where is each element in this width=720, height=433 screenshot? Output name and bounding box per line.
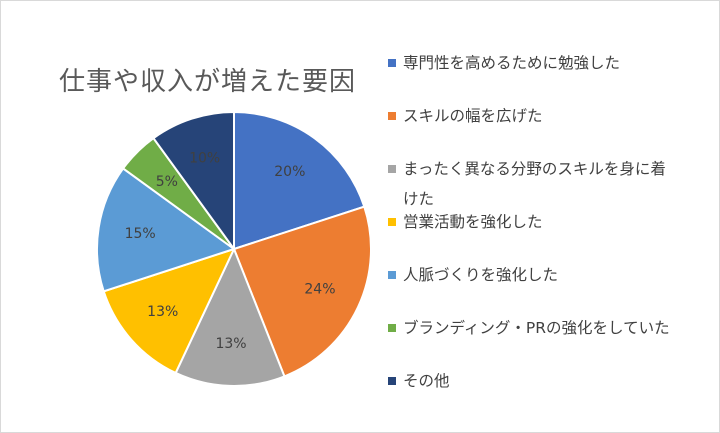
pie-slice-7	[152, 110, 235, 253]
legend-swatch	[388, 324, 396, 332]
data-label-2: 24%	[304, 281, 335, 297]
legend-label: 人脈づくりを強化した	[403, 266, 559, 284]
data-label-1: 20%	[274, 164, 305, 180]
legend-swatch	[388, 218, 396, 226]
legend-swatch	[388, 377, 396, 385]
legend-label: その他	[403, 372, 450, 390]
data-label-3: 13%	[215, 336, 246, 352]
legend-swatch	[388, 271, 396, 279]
legend-label: ブランディング・PRの強化をしていた	[403, 319, 670, 337]
legend-label: 専門性を高めるために勉強した	[403, 54, 621, 72]
data-label-4: 13%	[147, 304, 178, 320]
pie-slice-1	[233, 110, 366, 251]
data-label-5: 15%	[125, 226, 156, 242]
data-label-7: 10%	[189, 151, 220, 167]
legend-label: まったく異なる分野のスキルを身に着けた	[403, 160, 666, 208]
pie-slice-3	[174, 246, 286, 387]
pie-slice-5	[96, 167, 237, 293]
legend-label: スキルの幅を広げた	[403, 107, 543, 125]
legend-swatch	[388, 59, 396, 67]
legend-swatch	[388, 165, 396, 173]
chart-title: 仕事や収入が増えた要因	[59, 67, 357, 97]
pie-slice-4	[102, 247, 236, 375]
legend-swatch	[388, 112, 396, 120]
data-label-6: 5%	[156, 174, 178, 190]
legend-label: 営業活動を強化した	[403, 213, 543, 231]
